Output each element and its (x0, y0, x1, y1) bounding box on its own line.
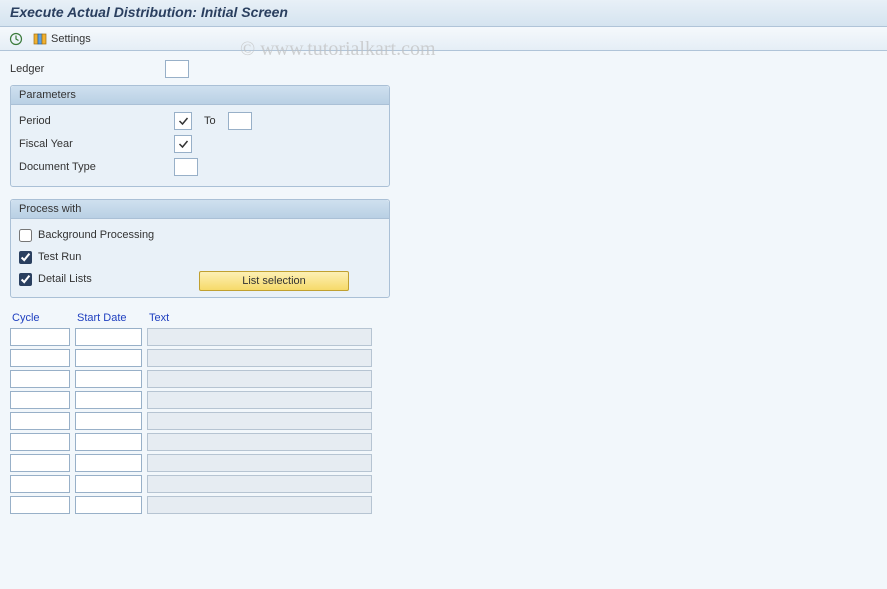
fiscal-year-label: Fiscal Year (19, 138, 174, 150)
start-date-input[interactable] (75, 412, 142, 430)
col-header-cycle: Cycle (10, 312, 75, 324)
col-header-text: Text (147, 312, 377, 324)
cycle-input[interactable] (10, 412, 70, 430)
cycle-input[interactable] (10, 454, 70, 472)
settings-button[interactable]: Settings (28, 30, 95, 48)
table-row (10, 349, 877, 367)
cycle-input[interactable] (10, 349, 70, 367)
table-row (10, 328, 877, 346)
period-to-input[interactable] (228, 112, 252, 130)
toolbar: Settings (0, 27, 887, 51)
text-input[interactable] (147, 391, 372, 409)
text-input[interactable] (147, 328, 372, 346)
background-processing-label: Background Processing (38, 229, 154, 241)
start-date-input[interactable] (75, 391, 142, 409)
table-row (10, 391, 877, 409)
fiscal-year-input[interactable] (174, 135, 192, 153)
background-processing-checkbox[interactable] (19, 229, 32, 242)
ledger-label: Ledger (10, 63, 165, 75)
process-with-title: Process with (11, 200, 389, 219)
cycle-input[interactable] (10, 370, 70, 388)
start-date-input[interactable] (75, 433, 142, 451)
period-to-label: To (204, 115, 216, 127)
text-input[interactable] (147, 412, 372, 430)
text-input[interactable] (147, 370, 372, 388)
text-input[interactable] (147, 496, 372, 514)
cycle-input[interactable] (10, 433, 70, 451)
table-row (10, 454, 877, 472)
parameters-title: Parameters (11, 86, 389, 105)
settings-label: Settings (51, 33, 91, 45)
start-date-input[interactable] (75, 475, 142, 493)
detail-lists-checkbox[interactable] (19, 273, 32, 286)
document-type-input[interactable] (174, 158, 198, 176)
page-title: Execute Actual Distribution: Initial Scr… (0, 0, 887, 27)
table-row (10, 370, 877, 388)
cycle-input[interactable] (10, 391, 70, 409)
text-input[interactable] (147, 454, 372, 472)
period-label: Period (19, 115, 174, 127)
text-input[interactable] (147, 433, 372, 451)
start-date-input[interactable] (75, 454, 142, 472)
col-header-start-date: Start Date (75, 312, 147, 324)
test-run-label: Test Run (38, 251, 81, 263)
text-input[interactable] (147, 475, 372, 493)
table-row (10, 412, 877, 430)
cycle-input[interactable] (10, 475, 70, 493)
cycle-input[interactable] (10, 496, 70, 514)
list-selection-button[interactable]: List selection (199, 271, 349, 291)
cycle-input[interactable] (10, 328, 70, 346)
execute-icon[interactable] (8, 31, 24, 47)
start-date-input[interactable] (75, 370, 142, 388)
detail-lists-label: Detail Lists (38, 273, 92, 285)
cycle-table: Cycle Start Date Text (10, 312, 877, 514)
process-with-group: Process with Background Processing Test … (10, 199, 390, 298)
table-row (10, 496, 877, 514)
period-from-input[interactable] (174, 112, 192, 130)
table-row (10, 433, 877, 451)
parameters-group: Parameters Period To Fiscal Year Documen… (10, 85, 390, 187)
settings-icon (32, 31, 48, 47)
document-type-label: Document Type (19, 161, 174, 173)
start-date-input[interactable] (75, 328, 142, 346)
start-date-input[interactable] (75, 496, 142, 514)
ledger-input[interactable] (165, 60, 189, 78)
test-run-checkbox[interactable] (19, 251, 32, 264)
text-input[interactable] (147, 349, 372, 367)
table-row (10, 475, 877, 493)
start-date-input[interactable] (75, 349, 142, 367)
